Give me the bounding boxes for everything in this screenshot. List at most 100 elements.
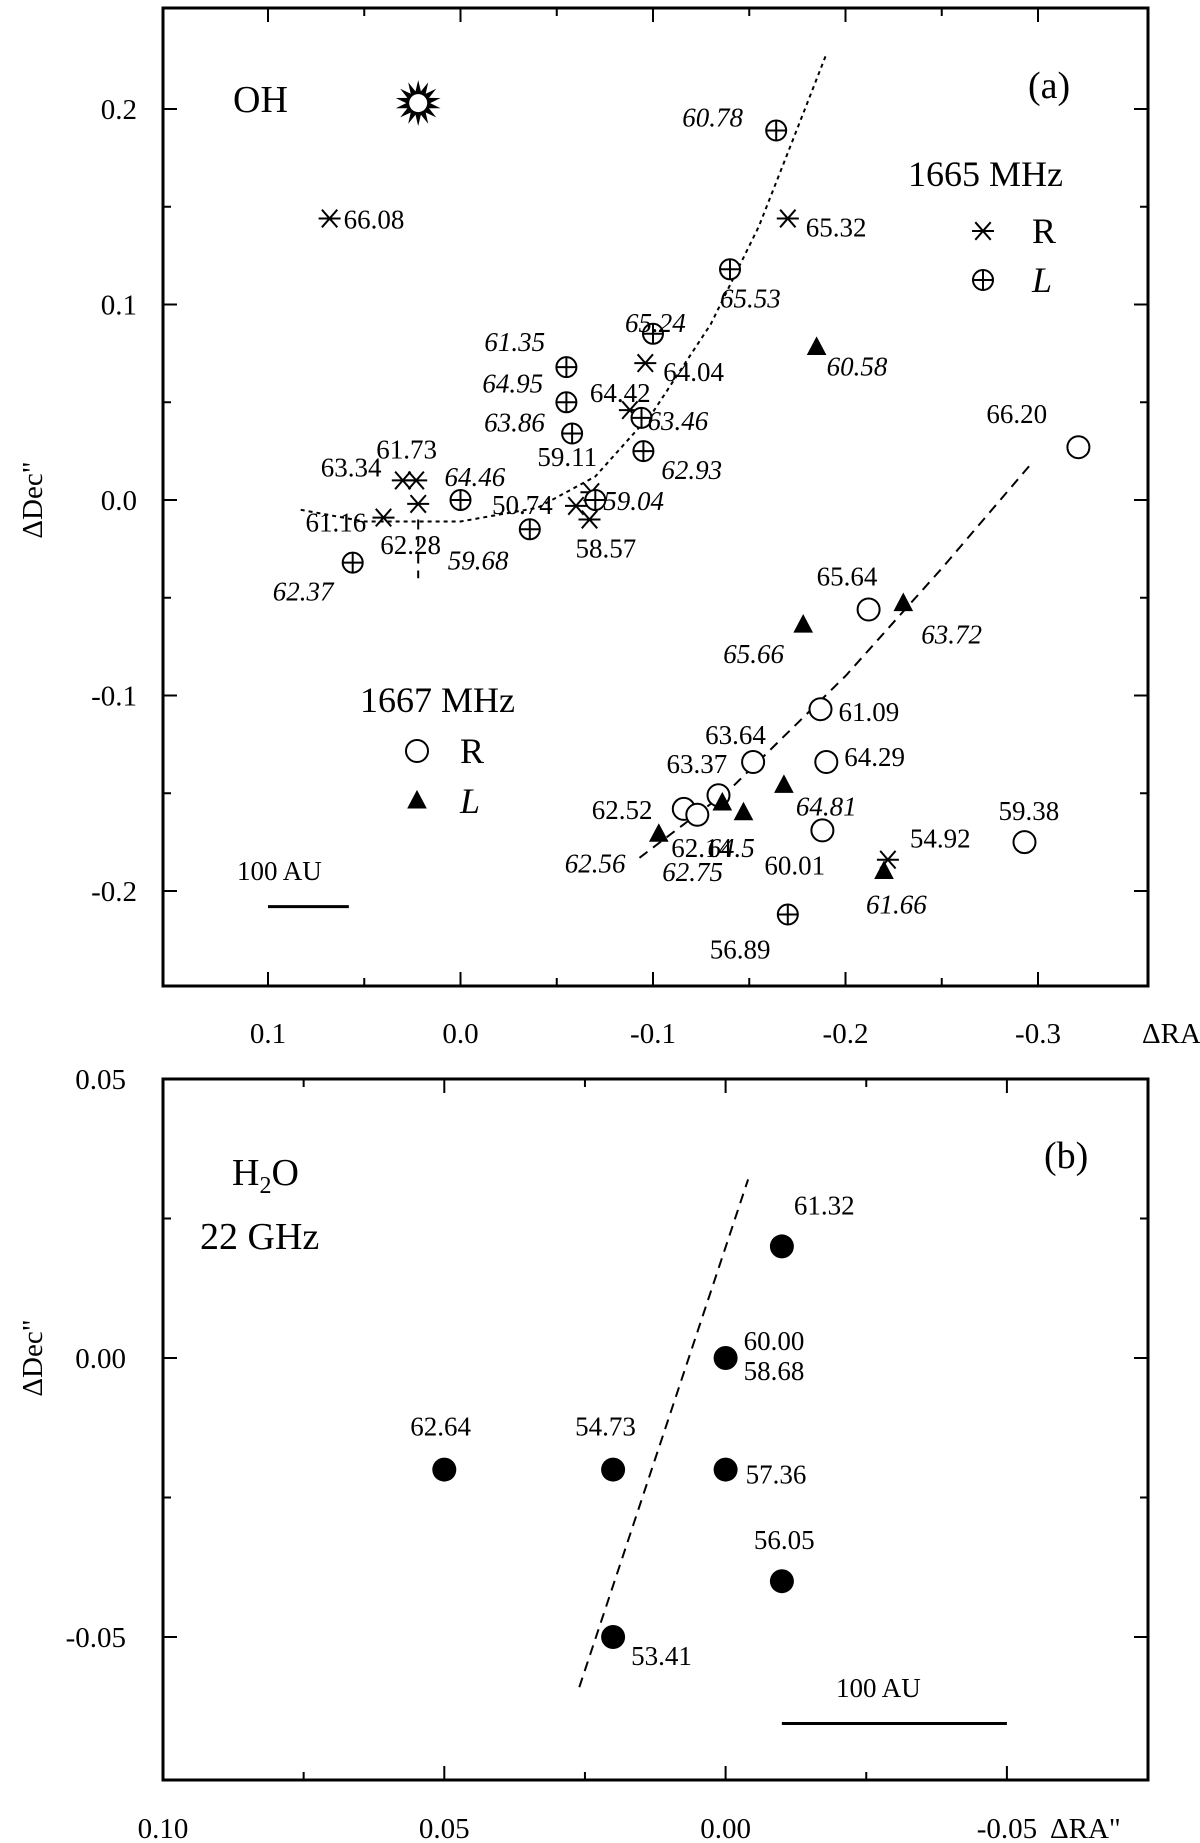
panel-b-label: (b)	[1044, 1135, 1088, 1177]
point-label: 66.08	[344, 205, 405, 235]
legend-1665-r-label: R	[1032, 211, 1056, 251]
point-label: 64.81	[796, 791, 857, 821]
a-xtick-label: 0.0	[442, 1018, 478, 1050]
point-label: 63.46	[648, 406, 709, 436]
filled-triangle-marker	[774, 774, 794, 793]
b-xtick-label: 0.10	[138, 1813, 189, 1843]
point-label: 62.93	[661, 455, 722, 485]
b-ytick-label: -0.05	[66, 1622, 126, 1654]
filled-triangle-marker	[712, 791, 733, 811]
star-icon	[395, 80, 441, 127]
point-label: 65.66	[723, 639, 784, 669]
filled-triangle-marker	[648, 823, 669, 842]
point-label: 66.20	[986, 399, 1047, 429]
panel-a-ylabel: ΔDec"	[17, 461, 49, 538]
legend-1667-l-label: L	[459, 781, 480, 821]
point-label: 64.42	[590, 378, 651, 408]
panel-a-oh: 0.1 0.0 -0.1 -0.2 -0.3 0.2 0.1 0.0 -0.1 -0.2 66.0…	[17, 6, 1200, 1050]
b-ytick-label: 0.05	[75, 1064, 126, 1096]
a-xtick-label: 0.1	[250, 1018, 286, 1050]
point-label: 62.52	[592, 795, 653, 825]
b-xtick-label: -0.05	[977, 1813, 1037, 1843]
open-circle-marker	[1012, 830, 1037, 855]
point-label: 59.68	[448, 545, 509, 575]
panel-b-frame	[161, 1077, 1150, 1782]
svg-text:H2O: H2O	[232, 1152, 299, 1199]
point-label: 64.46	[445, 462, 506, 492]
circle-plus-marker	[776, 903, 799, 926]
open-circle-marker	[1066, 435, 1091, 460]
circle-plus-marker	[630, 406, 653, 429]
filled-triangle-icon	[407, 789, 427, 809]
circle-plus-marker	[341, 551, 364, 574]
point-label: 64.04	[663, 357, 724, 387]
circle-plus-marker	[584, 489, 607, 511]
point-label: 61.73	[376, 434, 437, 464]
a-ytick-label: -0.2	[91, 876, 137, 908]
point-label: 61.09	[839, 697, 900, 727]
point-label: 60.01	[764, 850, 825, 880]
filled-circle-marker	[432, 1457, 457, 1482]
asterisk-marker	[876, 850, 899, 870]
point-label: 54.92	[910, 824, 971, 854]
circle-plus-marker	[555, 391, 578, 414]
circle-plus-marker	[518, 518, 541, 541]
a-ytick-label: 0.1	[101, 290, 137, 322]
point-label: 61.35	[484, 327, 545, 357]
filled-circle-marker	[713, 1457, 738, 1482]
point-label: 62.37	[273, 577, 335, 607]
point-label: 63.34	[321, 452, 382, 482]
legend-1665-l-label: L	[1031, 260, 1052, 300]
circle-plus-marker	[632, 440, 655, 463]
panel-a-markers	[318, 119, 1091, 926]
asterisk-marker	[407, 494, 430, 514]
open-circle-marker	[685, 802, 710, 827]
point-label: 56.05	[754, 1525, 815, 1555]
point-label: 63.64	[705, 720, 766, 750]
open-circle-marker	[810, 818, 835, 843]
asterisk-marker	[776, 209, 799, 228]
b-ytick-label: 0.00	[75, 1343, 126, 1375]
a-xtick-label: -0.2	[823, 1018, 869, 1050]
point-label: 65.32	[806, 213, 867, 243]
asterisk-marker	[634, 353, 657, 373]
point-label: 53.41	[631, 1641, 692, 1671]
asterisk-marker	[578, 510, 601, 529]
panel-a-label: (a)	[1028, 65, 1070, 107]
panel-a-frame	[161, 6, 1150, 988]
legend-1665-title: 1665 MHz	[908, 154, 1063, 194]
a-xtick-label: -0.1	[630, 1018, 676, 1050]
point-label: 60.00	[744, 1326, 805, 1356]
b-xtick-label: 0.05	[419, 1813, 470, 1843]
circle-plus-marker	[555, 356, 578, 379]
point-label: 59.11	[537, 442, 597, 472]
point-label: 58.57	[576, 534, 637, 564]
panel-b-ticks: 0.10 0.05 0.00 -0.05 0.05 0.00 -0.05	[66, 1064, 1148, 1843]
circle-plus-marker	[765, 119, 788, 142]
panel-b-markers	[432, 1234, 794, 1649]
point-label: 61.66	[866, 890, 927, 920]
panel-b-xlabel: ΔRA"	[1050, 1813, 1121, 1843]
asterisk-marker	[372, 508, 395, 528]
filled-triangle-marker	[806, 336, 827, 355]
b-xtick-label: 0.00	[700, 1813, 751, 1843]
panel-a-ticks: 0.1 0.0 -0.1 -0.2 -0.3 0.2 0.1 0.0 -0.1 -0.2	[91, 8, 1148, 1050]
filled-circle-marker	[769, 1569, 794, 1594]
a-ytick-label: -0.1	[91, 681, 137, 713]
point-label: 59.04	[603, 486, 664, 516]
panel-b-h2o: 0.10 0.05 0.00 -0.05 0.05 0.00 -0.05 62.64 54.7…	[17, 1064, 1150, 1843]
a-xtick-label: -0.3	[1015, 1018, 1061, 1050]
point-label: 65.64	[817, 562, 878, 592]
circle-plus-marker	[719, 258, 741, 281]
point-label: 59.38	[999, 796, 1060, 826]
point-label: 64.29	[844, 742, 905, 772]
point-label: 62.64	[410, 1412, 471, 1442]
open-circle-marker	[741, 750, 766, 774]
filled-triangle-marker	[793, 614, 814, 633]
point-label: 62.14	[671, 833, 732, 863]
point-label: 63.37	[667, 749, 728, 779]
a-ytick-label: 0.0	[101, 485, 137, 517]
panel-b-title: H2O	[232, 1152, 299, 1199]
